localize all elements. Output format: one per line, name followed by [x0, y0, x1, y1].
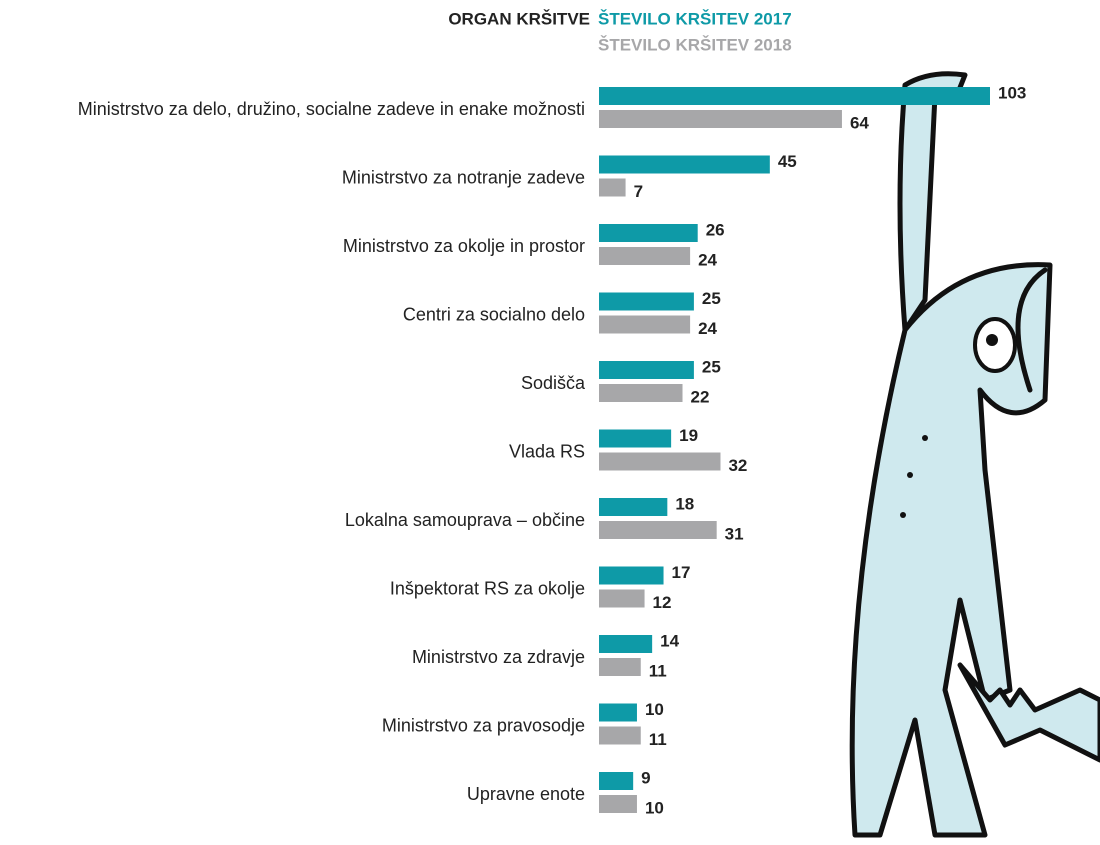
category-label: Sodišča: [521, 373, 586, 393]
illustration: [852, 74, 1100, 835]
category-label: Ministrstvo za delo, družino, socialne z…: [78, 99, 585, 119]
bar: [599, 658, 641, 676]
bar: [599, 590, 645, 608]
bar: [599, 635, 652, 653]
category-label: Ministrstvo za pravosodje: [382, 715, 585, 735]
legend-label: ŠTEVILO KRŠITEV 2018: [598, 35, 792, 54]
value-label: 9: [641, 768, 650, 787]
value-label: 7: [634, 182, 643, 201]
bar: [599, 521, 717, 539]
bar: [599, 727, 641, 745]
value-label: 18: [675, 494, 694, 513]
value-label: 25: [702, 289, 721, 308]
value-label: 12: [653, 593, 672, 612]
bar: [599, 87, 990, 105]
value-label: 11: [649, 730, 667, 749]
bar: [599, 498, 667, 516]
category-label: Vlada RS: [509, 441, 585, 461]
bar: [599, 384, 683, 402]
value-label: 10: [645, 798, 664, 817]
bar: [599, 316, 690, 334]
bar: [599, 293, 694, 311]
bar: [599, 453, 720, 471]
value-label: 45: [778, 152, 797, 171]
category-label: Inšpektorat RS za okolje: [390, 578, 585, 598]
value-label: 103: [998, 83, 1026, 102]
value-label: 10: [645, 700, 664, 719]
value-label: 24: [698, 319, 717, 338]
chart: ORGAN KRŠITVE ŠTEVILO KRŠITEV 2017 ŠTEVIL…: [0, 0, 1100, 845]
bar: [599, 110, 842, 128]
value-label: 64: [850, 113, 869, 132]
bar: [599, 247, 690, 265]
value-label: 19: [679, 426, 698, 445]
category-header: ORGAN KRŠITVE: [448, 9, 590, 28]
value-label: 22: [691, 387, 710, 406]
bar: [599, 795, 637, 813]
bar: [599, 156, 770, 174]
bar: [599, 430, 671, 448]
value-label: 32: [728, 456, 747, 475]
bar: [599, 772, 633, 790]
value-label: 14: [660, 631, 679, 650]
value-label: 11: [649, 661, 667, 680]
value-label: 25: [702, 357, 721, 376]
bar: [599, 179, 626, 197]
bar: [599, 361, 694, 379]
category-label: Upravne enote: [467, 784, 585, 804]
legend-label: ŠTEVILO KRŠITEV 2017: [598, 9, 792, 28]
bar: [599, 567, 664, 585]
bar: [599, 224, 698, 242]
category-label: Ministrstvo za zdravje: [412, 647, 585, 667]
value-label: 26: [706, 220, 725, 239]
category-label: Ministrstvo za okolje in prostor: [343, 236, 585, 256]
category-label: Ministrstvo za notranje zadeve: [342, 167, 585, 187]
category-label: Lokalna samouprava – občine: [345, 510, 585, 530]
value-label: 31: [725, 524, 744, 543]
bar: [599, 704, 637, 722]
value-label: 17: [672, 563, 691, 582]
value-label: 24: [698, 250, 717, 269]
category-label: Centri za socialno delo: [403, 304, 585, 324]
